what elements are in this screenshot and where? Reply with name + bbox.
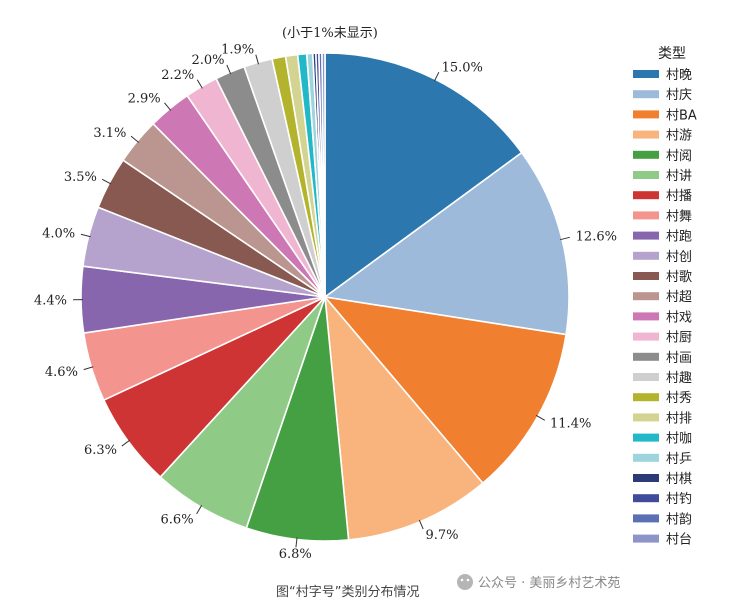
slice-label-13: 2.2% (161, 68, 194, 83)
legend-swatch-0 (633, 70, 659, 78)
legend-label-11: 村超 (666, 290, 692, 305)
slice-label-9: 4.0% (42, 226, 75, 241)
slice-label-6: 6.3% (84, 443, 117, 458)
legend-swatch-6 (633, 191, 659, 200)
legend-label-13: 村厨 (666, 331, 692, 346)
legend-label-1: 村庆 (666, 88, 692, 103)
legend-label-20: 村棋 (666, 472, 692, 487)
label-tick-1 (559, 236, 570, 241)
legend-label-23: 村台 (666, 533, 692, 548)
legend-swatch-2 (633, 110, 659, 119)
small-slice-note: (小于1%未显示) (282, 26, 378, 41)
legend-title: 类型 (658, 46, 686, 62)
legend-label-7: 村舞 (666, 209, 692, 224)
legend-swatch-9 (633, 251, 659, 260)
legend-label-22: 村韵 (666, 512, 692, 527)
wechat-icon-eye-right (466, 578, 470, 582)
legend-label-6: 村播 (666, 189, 692, 204)
label-tick-10 (101, 178, 112, 185)
legend-label-18: 村咖 (666, 432, 692, 447)
legend-label-21: 村钓 (666, 492, 692, 507)
legend-label-15: 村趣 (666, 371, 692, 386)
legend-swatch-17 (633, 413, 659, 422)
slice-label-5: 6.6% (161, 513, 194, 528)
slice-label-11: 3.1% (93, 126, 126, 141)
slice-label-3: 9.7% (426, 528, 459, 543)
legend-label-10: 村歌 (666, 270, 692, 285)
pie-labels: 15.0% 12.6% 11.4% 9.7% 6.8% 6.6% 6.3% 4.6% 4.4% 4… (34, 42, 617, 561)
label-tick-14 (226, 64, 232, 75)
legend-swatch-4 (633, 150, 659, 159)
label-tick-6 (121, 439, 131, 447)
label-tick-13 (196, 79, 203, 89)
label-tick-5 (196, 504, 203, 515)
slice-label-14: 2.0% (191, 53, 224, 68)
label-tick-12 (164, 102, 172, 111)
slice-label-4: 6.8% (279, 547, 312, 562)
label-tick-7 (83, 366, 94, 371)
legend-swatch-20 (633, 474, 659, 482)
legend-swatch-22 (633, 514, 659, 523)
label-tick-9 (80, 233, 91, 238)
legend-swatch-16 (633, 393, 659, 402)
legend-swatch-5 (633, 171, 659, 179)
legend-label-14: 村画 (666, 351, 692, 366)
slice-label-0: 15.0% (442, 60, 483, 75)
legend-swatch-10 (633, 272, 659, 280)
pie-slices (80, 52, 570, 542)
slice-label-8: 4.4% (34, 293, 67, 308)
legend-swatch-7 (633, 211, 659, 220)
label-tick-4 (295, 537, 298, 548)
legend-swatch-3 (633, 130, 659, 139)
slice-label-12: 2.9% (128, 92, 161, 107)
legend-label-9: 村创 (666, 250, 692, 265)
legend-label-12: 村戏 (666, 310, 692, 325)
label-tick-0 (433, 71, 440, 82)
legend-swatch-19 (633, 453, 659, 462)
legend-label-0: 村晚 (666, 68, 692, 83)
legend-swatch-18 (633, 433, 659, 442)
legend-label-5: 村讲 (666, 169, 692, 184)
watermark-text: 公众号 · 美丽乡村艺术苑 (478, 576, 620, 591)
slice-label-2: 11.4% (550, 417, 591, 432)
legend-swatch-13 (633, 332, 659, 341)
chart-caption: 图“村字号”类别分布情况 (276, 585, 419, 600)
legend-swatch-21 (633, 494, 659, 503)
label-tick-15 (255, 54, 260, 65)
legend-swatch-23 (633, 534, 659, 543)
slice-label-1: 12.6% (576, 229, 617, 244)
legend-label-8: 村跑 (666, 230, 692, 245)
label-tick-3 (418, 519, 424, 530)
legend-swatch-11 (633, 292, 659, 301)
legend-label-4: 村阅 (666, 149, 692, 164)
legend-swatch-15 (633, 373, 659, 381)
legend-label-19: 村乒 (666, 452, 692, 467)
legend-swatch-1 (633, 90, 659, 99)
wechat-icon-eye-left (460, 578, 464, 582)
slice-label-10: 3.5% (64, 170, 97, 185)
wechat-icon (457, 574, 473, 590)
pie-slice-23 (321, 52, 326, 298)
label-tick-11 (130, 135, 140, 143)
legend-label-17: 村排 (666, 411, 692, 426)
label-tick-2 (535, 414, 546, 421)
legend-label-3: 村游 (666, 129, 692, 144)
watermark: 公众号 · 美丽乡村艺术苑 (457, 574, 620, 591)
legend-swatch-8 (633, 231, 659, 240)
legend-label-2: 村BA (666, 108, 697, 123)
slice-label-7: 4.6% (45, 365, 78, 380)
legend-swatch-14 (633, 352, 659, 361)
legend-swatch-12 (633, 312, 659, 321)
slice-label-15: 1.9% (221, 42, 254, 57)
legend-label-16: 村秀 (666, 391, 692, 406)
